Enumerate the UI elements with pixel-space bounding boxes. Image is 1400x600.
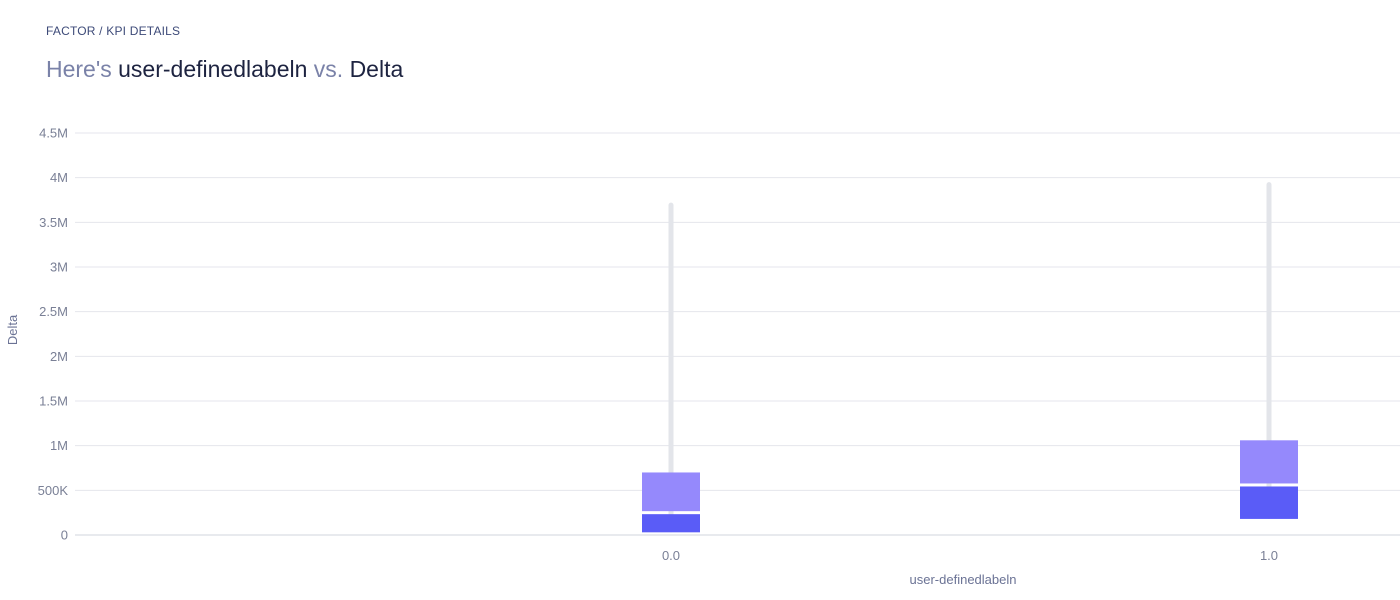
x-tick-label: 0.0 [662,548,680,563]
y-tick-label: 3M [50,260,68,275]
title-prefix: Here's [46,56,112,82]
whisker [1266,182,1272,519]
y-tick-label: 3.5M [39,215,68,230]
x-axis-title: user-definedlabeln [910,572,1017,587]
y-tick-label: 2.5M [39,304,68,319]
breadcrumb: FACTOR / KPI DETAILS [46,24,181,38]
boxes [642,182,1298,533]
y-tick-label: 500K [38,483,69,498]
box-upper-quartile [642,472,700,512]
gridlines [75,132,1400,536]
y-tick-label: 4.5M [39,126,68,141]
x-tick-label: 1.0 [1260,548,1278,563]
y-tick-label: 1.5M [39,394,68,409]
y-tick-label: 2M [50,349,68,364]
y-axis-title: Delta [5,314,20,345]
y-tick-label: 0 [61,528,68,543]
box-lower-quartile [1240,486,1298,519]
title-y-variable: Delta [349,56,404,82]
box-lower-quartile [642,514,700,533]
y-tick-label: 1M [50,438,68,453]
title-vs: vs. [313,56,344,82]
box-upper-quartile [1240,440,1298,484]
whisker [668,202,674,533]
x-axis-ticks: 0.0 1.0 [662,548,1278,563]
y-axis-ticks: 0 500K 1M 1.5M 2M 2.5M 3M 3.5M 4M 4.5M [38,126,69,543]
page-title: Here's user-definedlabeln vs. Delta [46,56,403,83]
title-x-variable: user-definedlabeln [118,56,308,82]
y-tick-label: 4M [50,170,68,185]
